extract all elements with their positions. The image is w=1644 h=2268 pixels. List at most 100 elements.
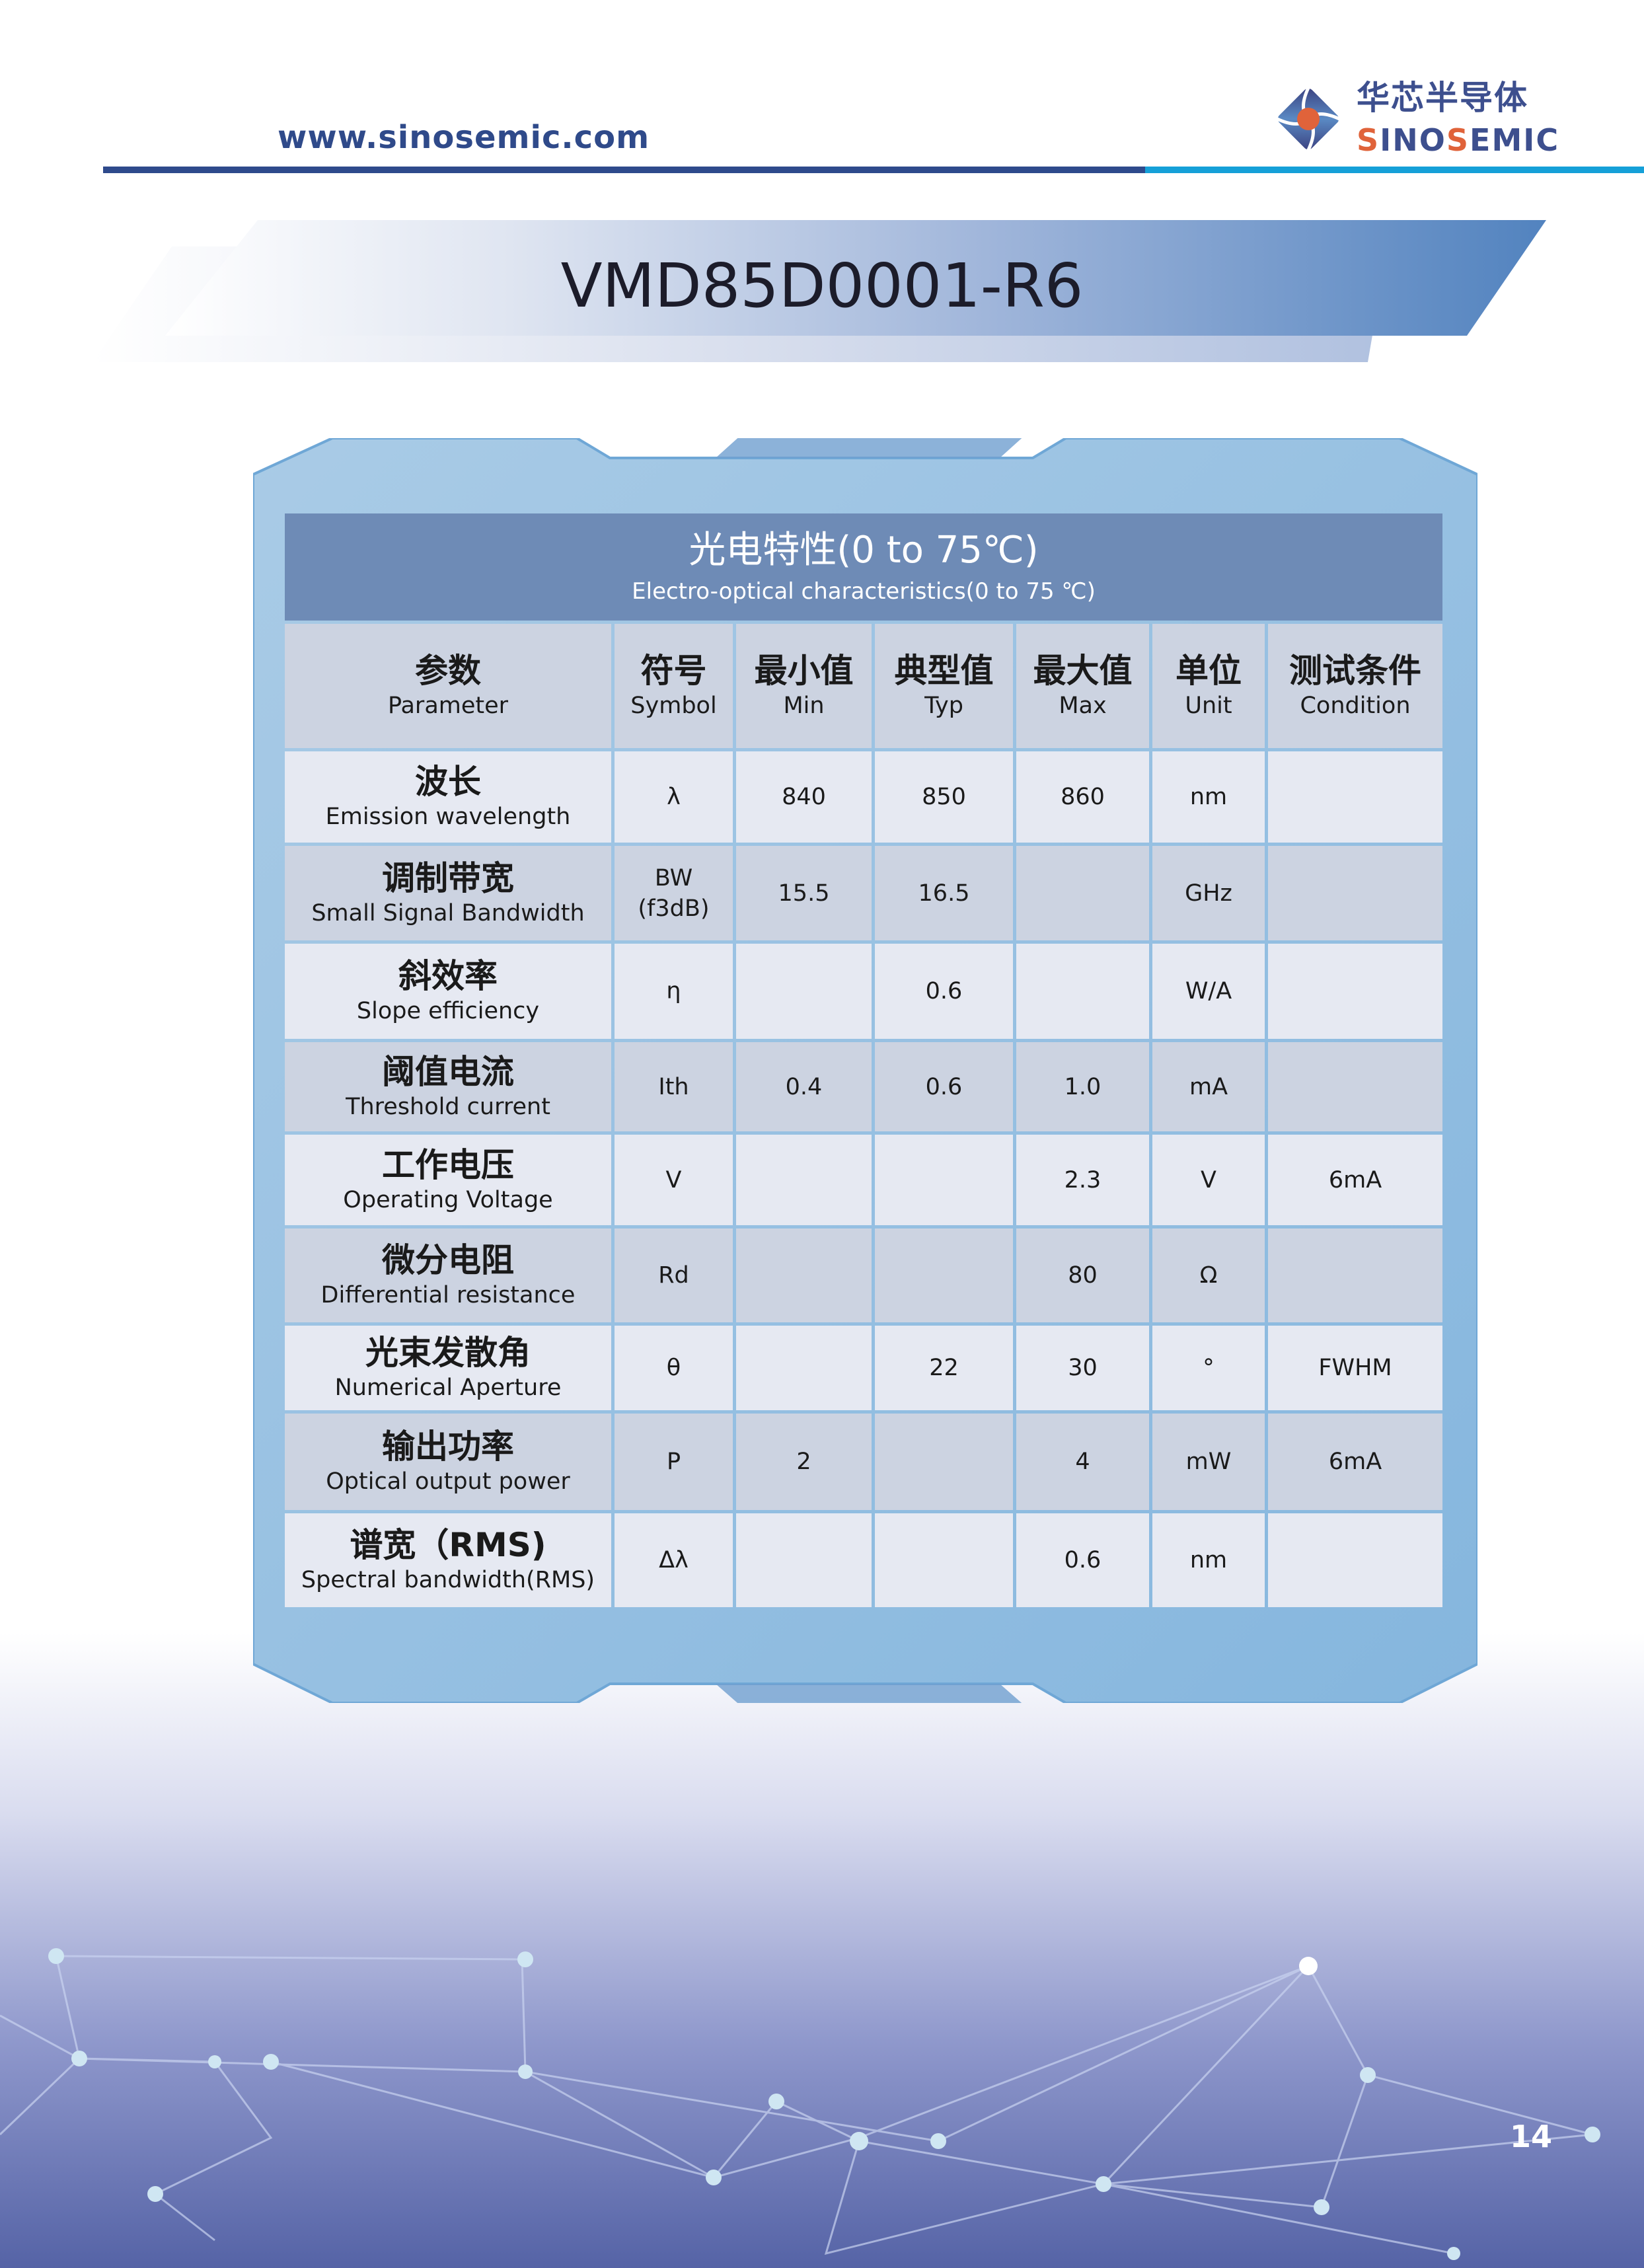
unit-cell: Ω xyxy=(1152,1228,1265,1322)
parameter-cn: 斜效率 xyxy=(398,957,498,995)
max-cell: 1.0 xyxy=(1016,1042,1149,1131)
condition-cell xyxy=(1268,751,1442,843)
typ-cell: 22 xyxy=(875,1326,1013,1410)
condition-cell xyxy=(1268,1513,1442,1607)
parameter-cn: 光束发散角 xyxy=(365,1334,531,1372)
table-title-cn: 光电特性(0 to 75℃) xyxy=(689,529,1039,572)
column-header-en: Parameter xyxy=(387,693,509,719)
parameter-cn: 调制带宽 xyxy=(382,858,514,897)
column-header: 最大值 Max xyxy=(1016,624,1149,748)
parameter-cn: 输出功率 xyxy=(382,1427,514,1466)
logo-text-cn: 华芯半导体 xyxy=(1357,79,1528,117)
typ-cell xyxy=(875,1513,1013,1607)
min-cell xyxy=(736,944,872,1039)
parameter-en: Operating Voltage xyxy=(343,1186,553,1213)
parameter-cell: 谱宽（RMS) Spectral bandwidth(RMS) xyxy=(285,1513,611,1607)
parameter-cell: 微分电阻 Differential resistance xyxy=(285,1228,611,1322)
parameter-cell: 阈值电流 Threshold current xyxy=(285,1042,611,1131)
unit-cell: GHz xyxy=(1152,846,1265,940)
max-cell xyxy=(1016,846,1149,940)
column-header-cn: 符号 xyxy=(640,652,707,690)
table-row: 斜效率 Slope efficiency η 0.6 W/A xyxy=(285,944,1442,1039)
symbol: V xyxy=(665,1166,682,1193)
condition-cell xyxy=(1268,1228,1442,1322)
table-row: 波长 Emission wavelength λ 840 850 860 nm xyxy=(285,751,1442,843)
table-row: 输出功率 Optical output power P 2 4 mW 6mA xyxy=(285,1414,1442,1510)
typ-cell: 0.6 xyxy=(875,944,1013,1039)
max-cell: 4 xyxy=(1016,1414,1149,1510)
parameter-cell: 工作电压 Operating Voltage xyxy=(285,1135,611,1225)
parameter-en: Optical output power xyxy=(326,1468,570,1495)
min-cell: 2 xyxy=(736,1414,872,1510)
parameter-cell: 波长 Emission wavelength xyxy=(285,751,611,843)
column-header-cn: 测试条件 xyxy=(1289,652,1421,690)
website-url[interactable]: www.sinosemic.com xyxy=(278,119,650,156)
unit-cell: W/A xyxy=(1152,944,1265,1039)
symbol-cell: λ xyxy=(615,751,733,843)
parameter-en: Spectral bandwidth(RMS) xyxy=(301,1567,595,1593)
header-divider xyxy=(103,167,1145,173)
page-title: VMD85D0001-R6 xyxy=(560,250,1084,321)
parameter-cell: 调制带宽 Small Signal Bandwidth xyxy=(285,846,611,940)
parameter-en: Slope efficiency xyxy=(356,998,540,1024)
symbol-cell: V xyxy=(615,1135,733,1225)
min-cell xyxy=(736,1326,872,1410)
typ-cell xyxy=(875,1228,1013,1322)
parameter-en: Threshold current xyxy=(346,1093,550,1120)
column-header: 测试条件 Condition xyxy=(1268,624,1442,748)
unit-cell: ° xyxy=(1152,1326,1265,1410)
column-header: 典型值 Typ xyxy=(875,624,1013,748)
unit-cell: mW xyxy=(1152,1414,1265,1510)
table-title-en: Electro-optical characteristics(0 to 75 … xyxy=(632,578,1096,605)
column-header-cn: 最小值 xyxy=(754,652,854,690)
unit-cell: mA xyxy=(1152,1042,1265,1131)
table-title: 光电特性(0 to 75℃) Electro-optical character… xyxy=(285,513,1442,621)
symbol-cell: θ xyxy=(615,1326,733,1410)
max-cell: 860 xyxy=(1016,751,1149,843)
typ-cell: 850 xyxy=(875,751,1013,843)
table-row: 微分电阻 Differential resistance Rd 80 Ω xyxy=(285,1228,1442,1322)
min-cell xyxy=(736,1228,872,1322)
symbol-cell: Rd xyxy=(615,1228,733,1322)
column-header-en: Max xyxy=(1059,693,1107,719)
symbol: Δλ xyxy=(659,1547,689,1573)
symbol-cell: η xyxy=(615,944,733,1039)
column-header-cn: 典型值 xyxy=(894,652,994,690)
typ-cell xyxy=(875,1135,1013,1225)
symbol: P xyxy=(666,1449,681,1475)
unit-cell: nm xyxy=(1152,751,1265,843)
table-row: 谱宽（RMS) Spectral bandwidth(RMS) Δλ 0.6 nm xyxy=(285,1513,1442,1607)
column-header-en: Symbol xyxy=(630,693,717,719)
column-header: 单位 Unit xyxy=(1152,624,1265,748)
column-header-en: Min xyxy=(783,693,825,719)
column-header-en: Typ xyxy=(924,693,963,719)
logo-text-en: SINOSEMIC xyxy=(1357,122,1560,158)
column-header: 参数 Parameter xyxy=(285,624,611,748)
parameter-cn: 微分电阻 xyxy=(382,1241,514,1279)
max-cell: 0.6 xyxy=(1016,1513,1149,1607)
parameter-en: Differential resistance xyxy=(320,1282,576,1308)
electro-optical-table: 光电特性(0 to 75℃) Electro-optical character… xyxy=(281,510,1446,1610)
table-row: 光束发散角 Numerical Aperture θ 22 30 ° FWHM xyxy=(285,1326,1442,1410)
symbol-cell: Ith xyxy=(615,1042,733,1131)
network-decoration xyxy=(0,1948,1600,2260)
typ-cell: 16.5 xyxy=(875,846,1013,940)
symbol-cell: Δλ xyxy=(615,1513,733,1607)
parameter-cell: 输出功率 Optical output power xyxy=(285,1414,611,1510)
typ-cell xyxy=(875,1414,1013,1510)
parameter-en: Small Signal Bandwidth xyxy=(311,899,585,926)
column-header: 符号 Symbol xyxy=(615,624,733,748)
symbol-cell: BW (f3dB) xyxy=(615,846,733,940)
column-header: 最小值 Min xyxy=(736,624,872,748)
table-row: 调制带宽 Small Signal Bandwidth BW (f3dB) 15.5 16… xyxy=(285,846,1442,940)
parameter-cell: 斜效率 Slope efficiency xyxy=(285,944,611,1039)
parameter-cn: 谱宽（RMS) xyxy=(350,1526,546,1564)
condition-cell xyxy=(1268,944,1442,1039)
symbol: θ xyxy=(666,1355,681,1381)
condition-cell xyxy=(1268,846,1442,940)
max-cell xyxy=(1016,944,1149,1039)
min-cell: 15.5 xyxy=(736,846,872,940)
parameter-en: Numerical Aperture xyxy=(334,1375,562,1401)
unit-cell: V xyxy=(1152,1135,1265,1225)
min-cell xyxy=(736,1513,872,1607)
